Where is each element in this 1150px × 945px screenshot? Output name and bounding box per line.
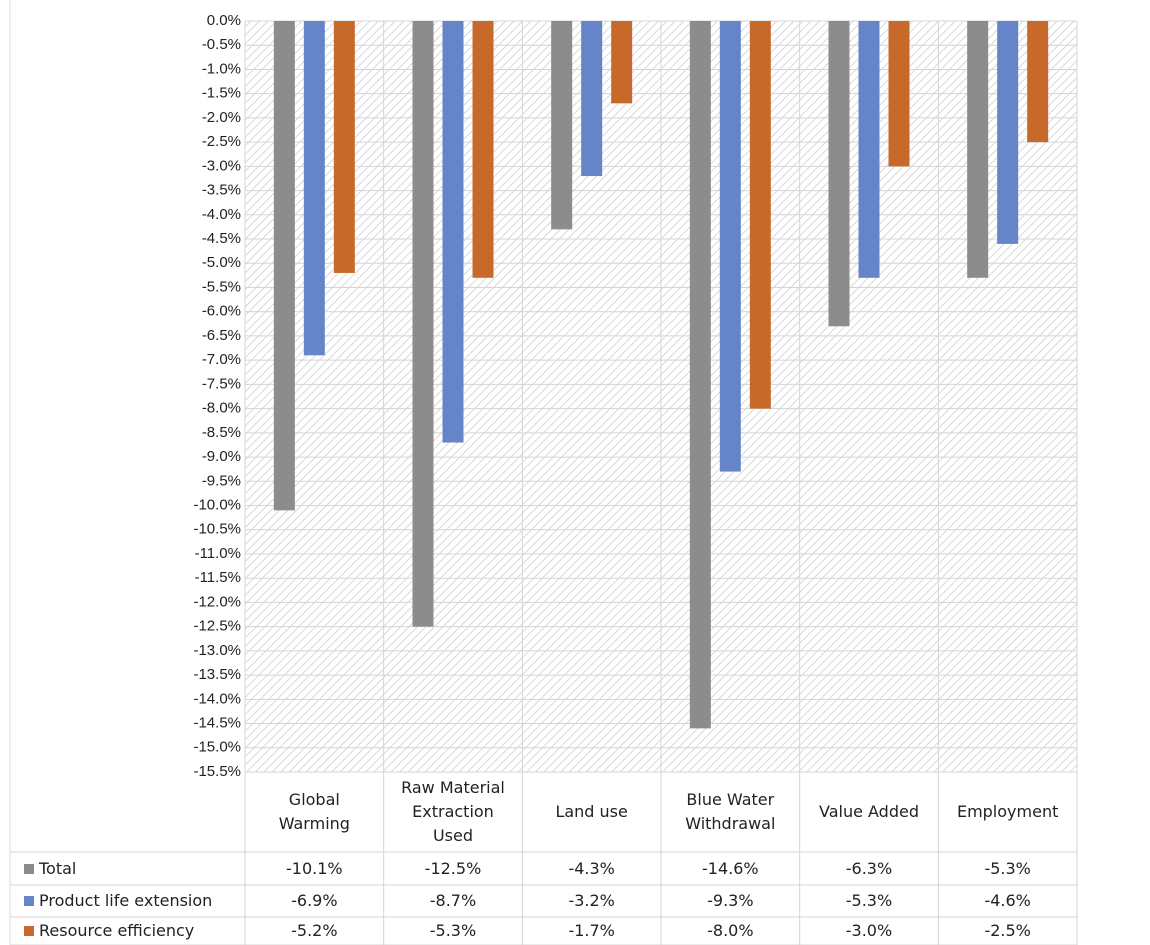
table-value: -5.3% <box>845 891 893 910</box>
bar <box>749 21 771 409</box>
table-value: -3.2% <box>568 891 615 910</box>
category-label: Value Added <box>818 802 919 821</box>
y-tick-label: -12.5% <box>193 618 241 635</box>
bar <box>888 21 910 167</box>
y-tick-label: -10.0% <box>193 496 241 513</box>
table-value: -4.3% <box>568 858 615 878</box>
y-tick-label: -5.5% <box>202 278 241 295</box>
table-value: -3.0% <box>845 921 893 940</box>
bar <box>689 21 711 729</box>
legend-swatch <box>24 863 34 874</box>
table-value: -5.3% <box>984 858 1031 878</box>
legend-swatch <box>24 896 34 906</box>
table-value: -8.7% <box>429 891 477 910</box>
category-label: Blue Water Withdrawal <box>685 790 776 833</box>
y-tick-label: -9.5% <box>202 472 241 489</box>
y-tick-label: 0.0% <box>207 12 241 29</box>
y-tick-label: -15.0% <box>193 739 241 756</box>
y-tick-label: -2.0% <box>202 109 241 126</box>
bar <box>967 21 989 278</box>
table-value: -4.6% <box>984 891 1031 910</box>
bar <box>273 21 295 511</box>
table-value: -1.7% <box>568 921 615 940</box>
y-tick-label: -9.0% <box>202 448 241 465</box>
bar <box>581 21 603 177</box>
legend-entry: Product life extension <box>10 885 245 917</box>
bar <box>858 21 880 278</box>
y-tick-label: -3.5% <box>202 182 241 199</box>
table-value: -12.5% <box>424 858 482 878</box>
table-value: -8.0% <box>707 921 754 940</box>
y-tick-label: -14.0% <box>193 690 241 707</box>
legend-swatch <box>24 926 34 936</box>
bar <box>997 21 1019 244</box>
bar <box>719 21 741 472</box>
y-tick-label: -15.5% <box>193 763 241 780</box>
y-tick-label: -12.0% <box>193 593 241 610</box>
legend-label: Total <box>39 858 77 878</box>
bar <box>303 21 325 356</box>
table-value: -10.1% <box>286 858 343 878</box>
legend-entry: Total <box>10 852 245 885</box>
y-tick-label: -7.5% <box>202 375 241 392</box>
y-tick-label: -14.5% <box>193 715 241 732</box>
y-tick-label: -10.5% <box>193 521 241 538</box>
table-value: -2.5% <box>984 921 1031 940</box>
y-tick-label: -13.0% <box>193 642 241 659</box>
category-label: Global Warming <box>278 790 350 833</box>
legend-label: Resource efficiency <box>39 921 195 940</box>
y-tick-label: -13.5% <box>193 666 241 683</box>
category-label: Land use <box>555 802 628 821</box>
y-tick-label: -5.0% <box>202 254 241 271</box>
table-value: -6.3% <box>845 858 893 878</box>
legend-label: Product life extension <box>39 891 213 910</box>
y-tick-label: -2.5% <box>202 133 241 150</box>
bar <box>551 21 573 230</box>
table-value: -6.9% <box>291 891 338 910</box>
y-tick-label: -6.0% <box>202 303 241 320</box>
legend-entry: Resource efficiency <box>10 917 245 945</box>
y-tick-label: -8.5% <box>202 424 241 441</box>
y-tick-label: -4.5% <box>202 230 241 247</box>
bar <box>828 21 850 327</box>
table-value: -9.3% <box>707 891 754 910</box>
y-tick-label: -1.5% <box>202 85 241 102</box>
table-value: -5.2% <box>291 921 338 940</box>
bar <box>1027 21 1049 143</box>
y-tick-label: -6.5% <box>202 327 241 344</box>
bar <box>333 21 355 273</box>
y-tick-label: -3.0% <box>202 157 241 174</box>
y-tick-label: -11.0% <box>195 545 241 562</box>
category-label: Raw Material Extraction Used <box>401 778 505 845</box>
y-tick-label: -4.0% <box>202 206 241 223</box>
category-label: Employment <box>956 802 1059 821</box>
table-value: -14.6% <box>702 858 759 878</box>
y-tick-label: -1.0% <box>202 60 241 77</box>
y-tick-label: -8.0% <box>202 400 241 417</box>
y-tick-label: -0.5% <box>202 36 241 53</box>
y-tick-label: -7.0% <box>202 351 241 368</box>
bar <box>442 21 464 443</box>
bar <box>611 21 633 104</box>
y-tick-label: -11.5% <box>195 569 241 586</box>
bar <box>412 21 434 627</box>
bar <box>472 21 494 278</box>
table-value: -5.3% <box>429 921 477 940</box>
